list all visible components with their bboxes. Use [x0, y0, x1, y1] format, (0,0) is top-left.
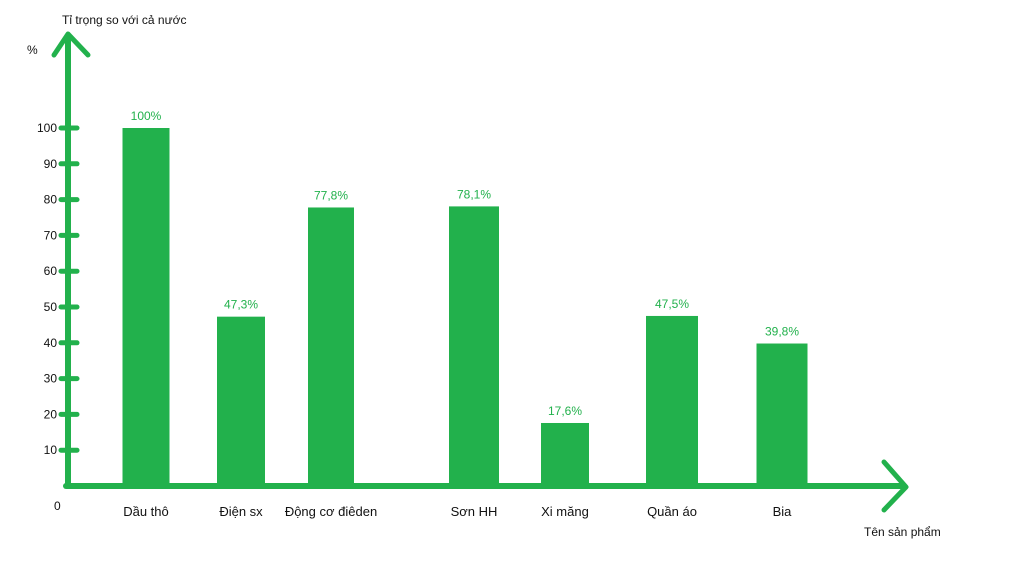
y-axis-arrow [51, 31, 91, 58]
y-tick-label: 30 [44, 372, 58, 386]
bar-value-label: 47,5% [655, 297, 689, 311]
bar [646, 315, 698, 486]
category-label: Sơn HH [451, 504, 498, 519]
y-tick-label: 70 [44, 228, 58, 242]
y-axis-unit: % [27, 43, 38, 57]
bar [308, 207, 354, 486]
bar-value-label: 100% [131, 109, 162, 123]
bar [217, 316, 265, 486]
category-label: Bia [773, 504, 793, 519]
category-label: Quần áo [647, 504, 697, 519]
bars [122, 128, 808, 487]
x-axis-title: Tên sản phẩm [864, 525, 941, 539]
y-ticks: 10 20 30 40 50 60 70 80 90 100 [37, 121, 80, 457]
y-tick-label: 50 [44, 300, 58, 314]
y-tick-label: 90 [44, 157, 58, 171]
bar-value-label: 17,6% [548, 404, 582, 418]
category-label: Động cơ điêden [285, 504, 377, 519]
bar-value-label: 47,3% [224, 298, 258, 312]
bar [541, 422, 589, 486]
y-tick-label: 20 [44, 407, 58, 421]
category-label: Dầu thô [123, 504, 169, 519]
category-label: Điện sx [219, 504, 263, 519]
bar-value-label: 77,8% [314, 188, 348, 202]
bar [756, 343, 808, 486]
bar-value-label: 78,1% [457, 187, 491, 201]
bar [122, 128, 170, 486]
bar [449, 206, 499, 487]
value-labels: 100% 47,3% 77,8% 78,1% 17,6% 47,5% 39,8% [131, 109, 800, 418]
y-tick-label: 80 [44, 193, 58, 207]
bar-value-label: 39,8% [765, 325, 799, 339]
y-axis-title: Tỉ trọng so với cả nước [62, 13, 186, 27]
category-label: Xi măng [541, 504, 589, 519]
y-tick-label: 100 [37, 121, 57, 135]
category-labels: Dầu thô Điện sx Động cơ điêden Sơn HH Xi măn… [123, 504, 792, 519]
origin-label: 0 [54, 499, 61, 513]
y-tick-label: 10 [44, 443, 58, 457]
y-tick-label: 60 [44, 264, 58, 278]
x-axis-arrow [881, 459, 909, 513]
y-tick-label: 40 [44, 336, 58, 350]
